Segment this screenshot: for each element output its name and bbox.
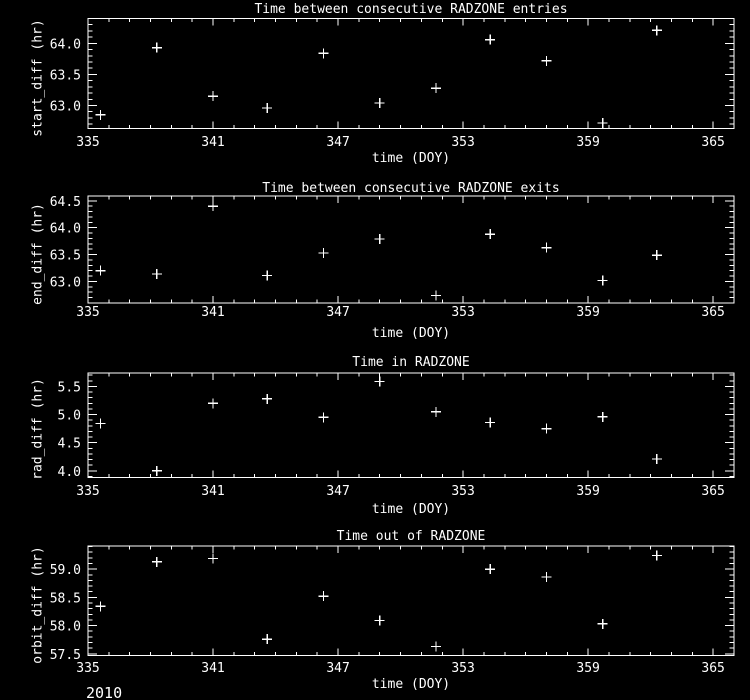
x-axis-label-entries: time (DOY) <box>371 151 451 166</box>
x-tick-label: 341 <box>201 135 224 150</box>
x-tick-label: 353 <box>451 661 474 676</box>
x-tick-label: 359 <box>576 661 599 676</box>
y-tick-label: 5.0 <box>58 409 81 424</box>
x-tick-label: 335 <box>76 661 99 676</box>
x-tick-label: 335 <box>76 305 99 320</box>
x-tick-label: 365 <box>701 305 724 320</box>
x-tick-label: 347 <box>326 305 349 320</box>
plot-title-radzone-exits: Time between consecutive RADZONE exits <box>262 181 560 196</box>
x-tick-label: 359 <box>576 305 599 320</box>
x-axis-label-in-radzone: time (DOY) <box>371 502 451 517</box>
y-tick-label: 59.0 <box>50 563 81 578</box>
y-tick-label: 63.0 <box>50 275 81 290</box>
y-tick-label: 63.5 <box>50 249 81 264</box>
y-tick-label: 64.0 <box>50 222 81 237</box>
y-tick-label: 4.5 <box>58 437 81 452</box>
y-axis-label-text: orbit_diff (hr) <box>30 545 46 664</box>
x-tick-label: 359 <box>576 135 599 150</box>
plot-frame <box>87 372 735 478</box>
y-tick-label: 57.5 <box>50 648 81 663</box>
y-tick-label: 5.5 <box>58 380 81 395</box>
x-tick-label: 353 <box>451 305 474 320</box>
x-tick-label: 365 <box>701 135 724 150</box>
x-tick-label: 347 <box>326 135 349 150</box>
x-tick-label: 341 <box>201 484 224 499</box>
y-axis-label-text: start_diff (hr) <box>30 18 46 137</box>
y-tick-label: 58.5 <box>50 591 81 606</box>
plot-frame <box>87 545 735 656</box>
y-tick-label: 64.5 <box>50 195 81 210</box>
plot-title-time-out-radzone: Time out of RADZONE <box>336 529 486 544</box>
x-axis-label-out-radzone: time (DOY) <box>371 677 451 692</box>
x-tick-label: 353 <box>451 135 474 150</box>
y-axis-label-text: rad_diff (hr) <box>30 378 46 480</box>
y-tick-label: 63.5 <box>50 68 81 83</box>
x-tick-label: 335 <box>76 484 99 499</box>
plot-title-radzone-entries: Time between consecutive RADZONE entries <box>254 2 568 17</box>
x-tick-label: 335 <box>76 135 99 150</box>
y-tick-label: 4.0 <box>58 465 81 480</box>
y-tick-label: 58.0 <box>50 620 81 635</box>
x-tick-label: 347 <box>326 484 349 499</box>
plot-frame <box>87 18 735 129</box>
x-tick-label: 353 <box>451 484 474 499</box>
x-tick-label: 341 <box>201 661 224 676</box>
plot-frame <box>87 195 735 304</box>
plot-title-time-in-radzone: Time in RADZONE <box>352 355 470 370</box>
y-tick-label: 64.0 <box>50 37 81 52</box>
x-tick-label: 341 <box>201 305 224 320</box>
x-tick-label: 359 <box>576 484 599 499</box>
y-axis-label-text: end_diff (hr) <box>30 202 46 305</box>
y-tick-label: 63.0 <box>50 100 81 115</box>
x-tick-label: 365 <box>701 661 724 676</box>
x-tick-label: 347 <box>326 661 349 676</box>
year-label: 2010 <box>86 684 123 700</box>
x-tick-label: 365 <box>701 484 724 499</box>
x-axis-label-exits: time (DOY) <box>371 326 451 341</box>
